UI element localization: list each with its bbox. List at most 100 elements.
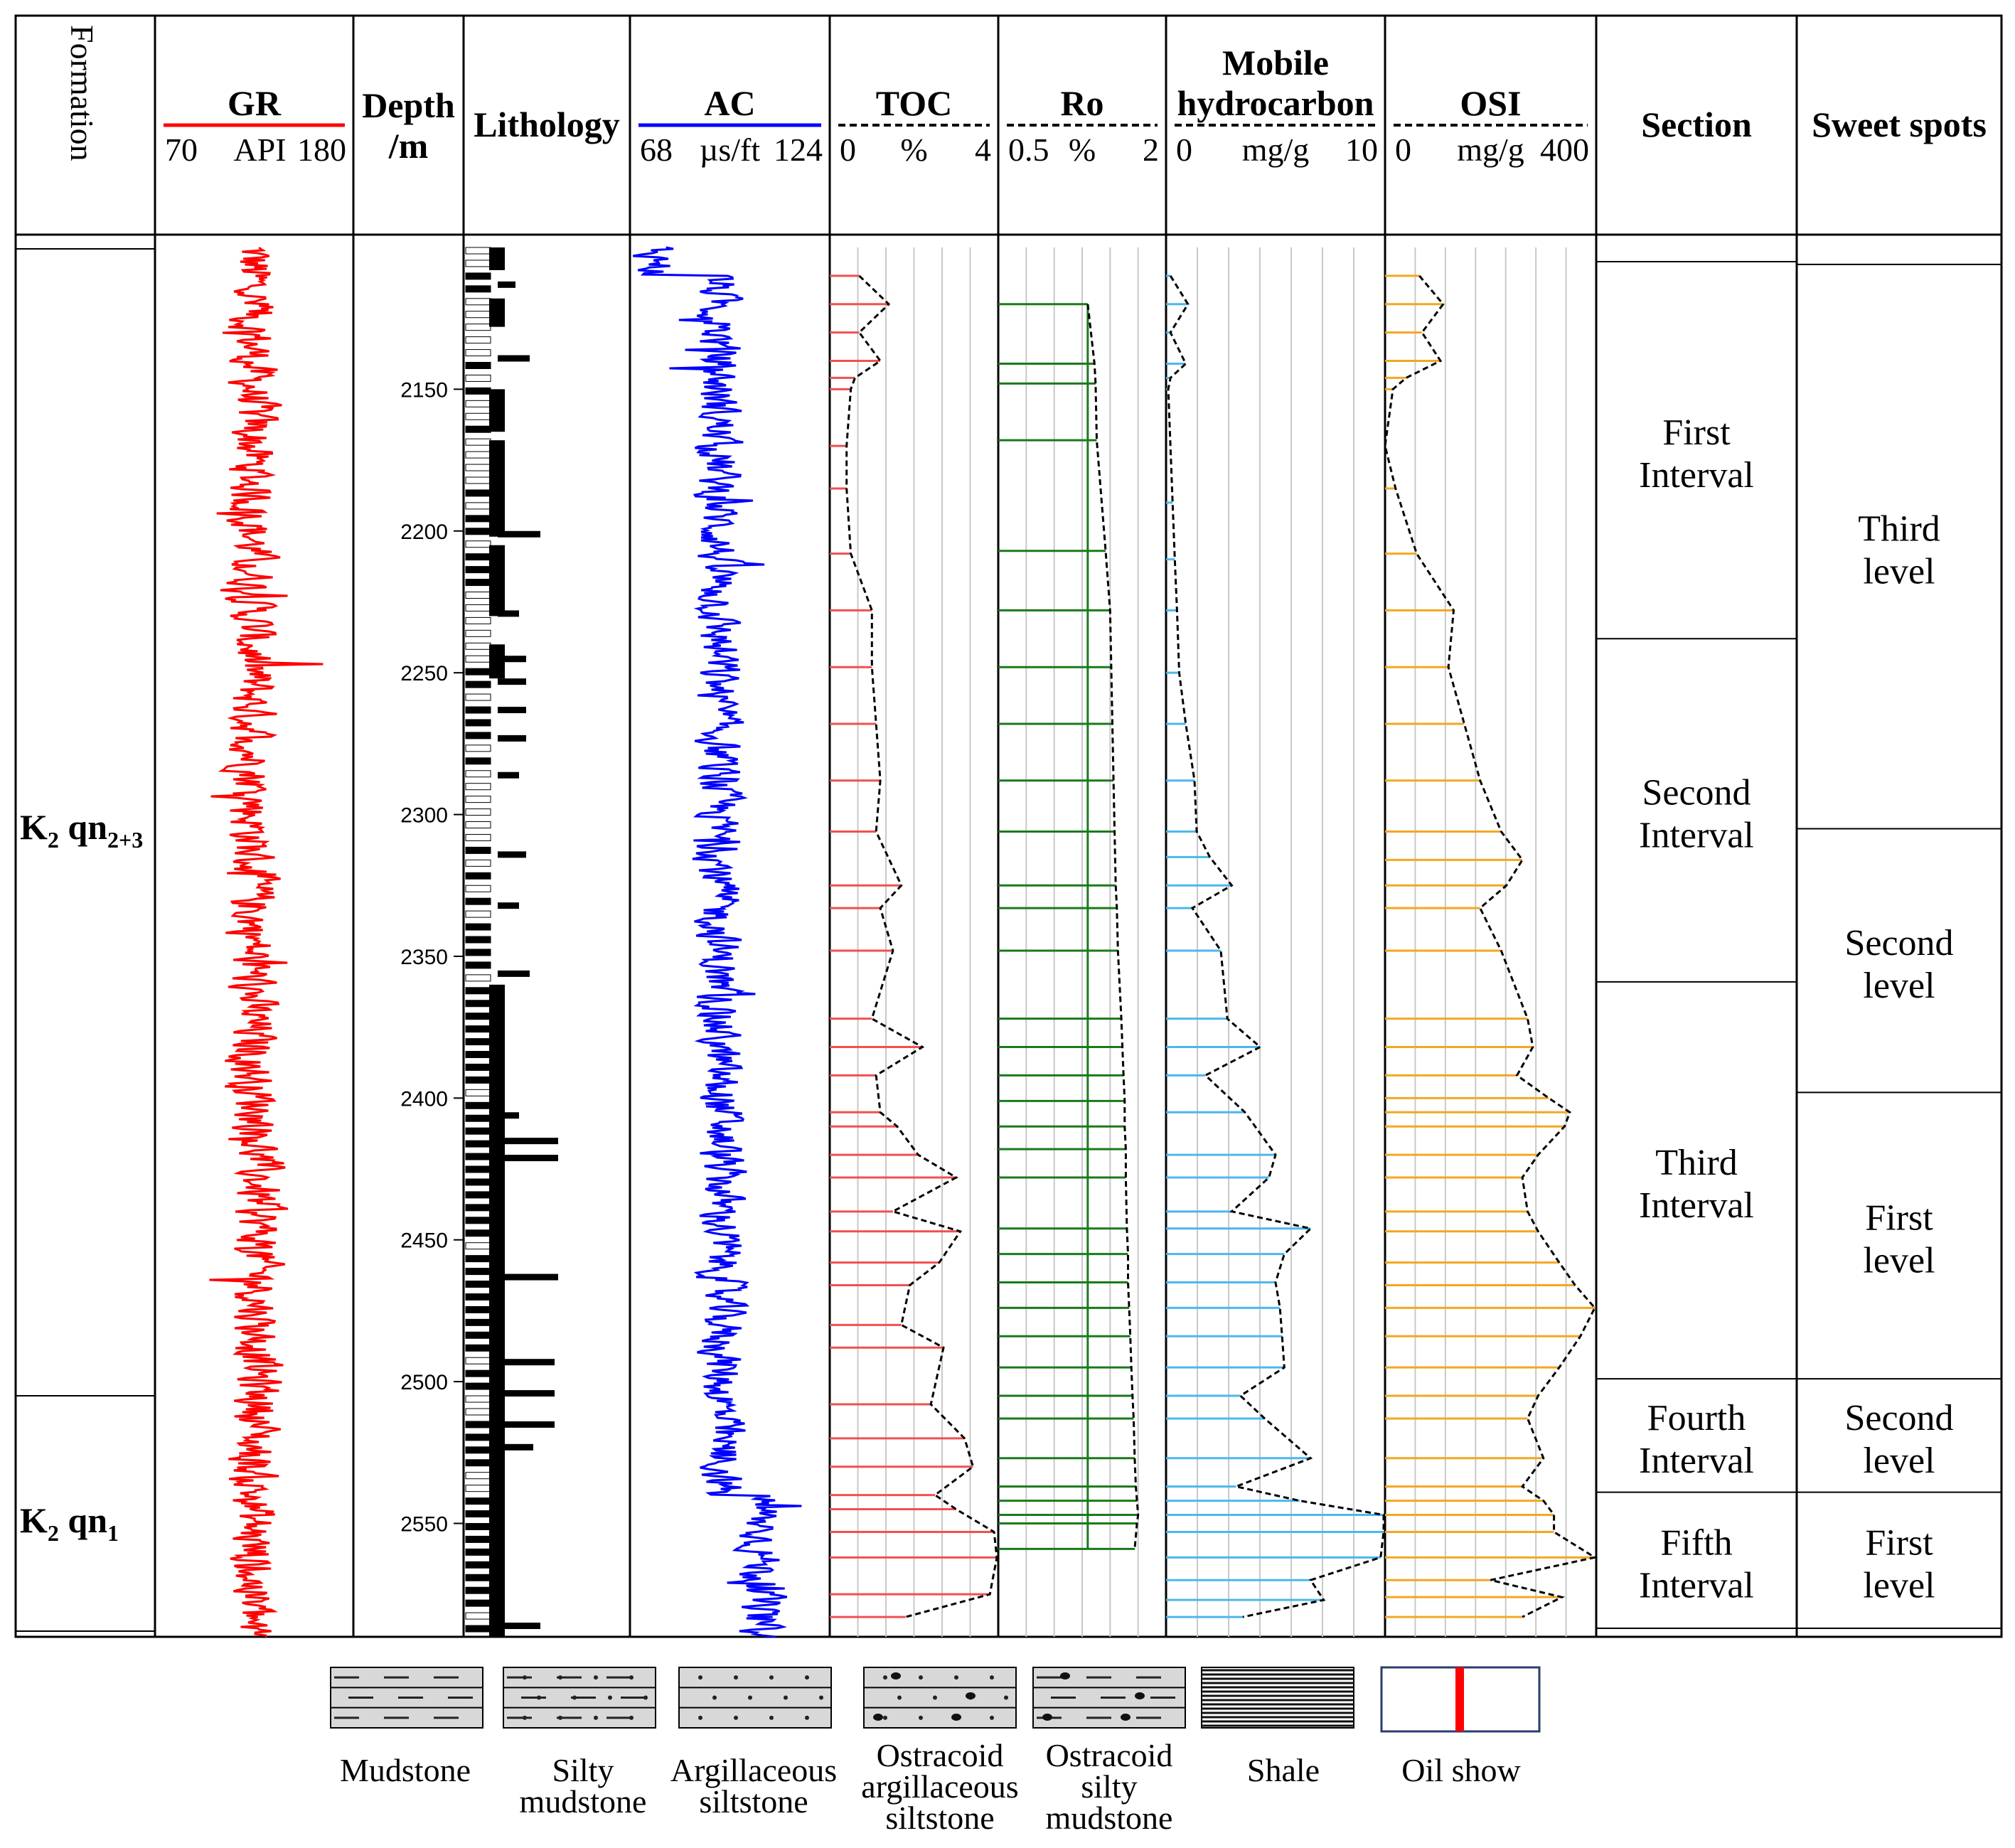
legend-label-ostracoid-silty: Ostracoid	[1046, 1737, 1173, 1773]
lithology-layer	[465, 1548, 491, 1556]
lithology-layer	[465, 1357, 491, 1364]
legend-swatch-arg-dot	[769, 1675, 774, 1680]
legend-swatch-arg-dot	[769, 1715, 774, 1720]
lithology-layer	[465, 349, 491, 357]
lithology-stringer	[498, 707, 526, 714]
lithology-body	[489, 389, 505, 432]
legend-swatch-silty-dot	[594, 1715, 598, 1720]
header-depth-unit: /m	[388, 126, 429, 166]
lithology-layer	[465, 374, 491, 382]
lithology-layer	[465, 936, 491, 944]
legend-swatch-silty-dot	[558, 1675, 562, 1680]
lithology-layer	[465, 897, 491, 905]
lithology-layer	[465, 680, 491, 688]
lithology-layer	[465, 451, 491, 459]
lithology-stringer	[498, 1443, 533, 1451]
lithology-layer	[465, 540, 491, 548]
lithology-stringer	[498, 1390, 555, 1397]
lithology-stringer	[498, 902, 519, 909]
legend-swatch-arg-dot	[805, 1675, 809, 1680]
legend-label-ostracoid-argillaceous: siltstone	[885, 1800, 994, 1836]
mobile-title: hydrocarbon	[1177, 83, 1374, 123]
lithology-layer	[465, 515, 491, 523]
lithology-layer	[465, 846, 491, 854]
sweet-spot-label: Second	[1844, 923, 1953, 963]
toc-max: 4	[975, 132, 991, 168]
legend-swatch-arg-dot	[805, 1715, 809, 1720]
lithology-layer	[465, 1382, 491, 1390]
legend-swatch-arg-dot	[712, 1695, 717, 1700]
lithology-body	[489, 247, 505, 270]
sweet-spot-label: level	[1863, 1241, 1935, 1281]
gr-title: GR	[228, 83, 282, 123]
lithology-body	[489, 644, 505, 679]
legend-label-mudstone: Mudstone	[340, 1752, 471, 1788]
legend-swatch-silty-dot	[558, 1715, 562, 1720]
legend-swatch-oil-bar	[1455, 1667, 1464, 1731]
lithology-layer	[465, 1013, 491, 1020]
legend-swatch-ostarg-shell	[966, 1692, 976, 1699]
legend-swatch-ostarg-dot	[954, 1675, 958, 1680]
lithology-layer	[465, 502, 491, 510]
legend-swatch-ostarg-shell	[951, 1714, 961, 1721]
depth-tick-label: 2250	[400, 662, 448, 685]
lithology-layer	[465, 1599, 491, 1607]
log-tracks: K2 qn2+3 K2 qn1 2150 2200 2250 2300 2350 2400 24…	[16, 246, 2001, 1638]
lithology-body	[489, 545, 505, 616]
lithology-layer	[465, 1421, 491, 1428]
lithology-stringer	[498, 735, 526, 742]
outer-border	[14, 14, 2003, 1638]
lithology-layer	[465, 1191, 491, 1199]
toc-title: TOC	[876, 83, 952, 123]
chart-frame	[14, 14, 2003, 1638]
legend-swatch-ostarg-dot	[919, 1715, 923, 1720]
lithology-layer	[465, 1038, 491, 1046]
lithology-layer	[465, 1472, 491, 1480]
gr-min: 70	[165, 132, 198, 168]
sweet-spot-label: First	[1865, 1522, 1933, 1563]
lithology-layer	[465, 1561, 491, 1569]
lithology-layer	[465, 808, 491, 816]
mobile-max: 10	[1345, 132, 1378, 168]
lithology-layer	[465, 272, 491, 280]
legend-swatch-silty-dot	[523, 1675, 527, 1680]
sweet-spot-label: level	[1863, 1565, 1935, 1606]
lithology-stringer	[498, 530, 540, 538]
ro-min: 0.5	[1008, 132, 1049, 168]
section-label: Interval	[1639, 1565, 1754, 1606]
lithology-layer	[465, 1318, 491, 1326]
lithology-layer	[465, 1293, 491, 1300]
lithology-stringer	[498, 281, 515, 288]
legend-swatch-shale-box	[1201, 1667, 1354, 1729]
depth-tick-label: 2300	[400, 804, 448, 828]
lithology-layer	[465, 298, 491, 306]
legend-swatch-arg-dot	[819, 1695, 823, 1700]
lithology-layer	[465, 400, 491, 407]
ac-min: 68	[640, 132, 673, 168]
lithology-layer	[465, 821, 491, 829]
lithology-stringer	[498, 355, 530, 362]
sweet-spot-label: level	[1863, 552, 1935, 592]
lithology-layer	[465, 872, 491, 880]
legend-label-argillaceous-siltstone: siltstone	[699, 1783, 808, 1820]
mobile-curve	[1167, 275, 1385, 1618]
legend-swatch-ostarg-dot	[990, 1675, 994, 1680]
legend-label-shale: Shale	[1247, 1752, 1320, 1788]
legend-swatch-ostarg-dot	[990, 1715, 994, 1720]
lithology-layer	[465, 655, 491, 663]
osi-min: 0	[1395, 132, 1411, 168]
osi-max: 400	[1540, 132, 1589, 168]
lithology-layer	[465, 1281, 491, 1288]
column-headers: Formation GR 70 API 180 Depth/m Lithology AC 68 µ…	[64, 25, 1987, 168]
sweet-spot-label: level	[1863, 966, 1935, 1006]
lithology-layer	[465, 1612, 491, 1620]
formation-label: K2 qn1	[20, 1500, 119, 1546]
section-label: Interval	[1639, 1185, 1754, 1226]
lithology-layer	[465, 1140, 491, 1148]
section-label: Interval	[1639, 1441, 1754, 1481]
lithology-layer	[465, 247, 491, 255]
lithology-stringer	[498, 1138, 558, 1145]
lithology-layer	[465, 1217, 491, 1224]
lithology-layer	[465, 579, 491, 587]
toc-curve	[845, 274, 998, 1618]
